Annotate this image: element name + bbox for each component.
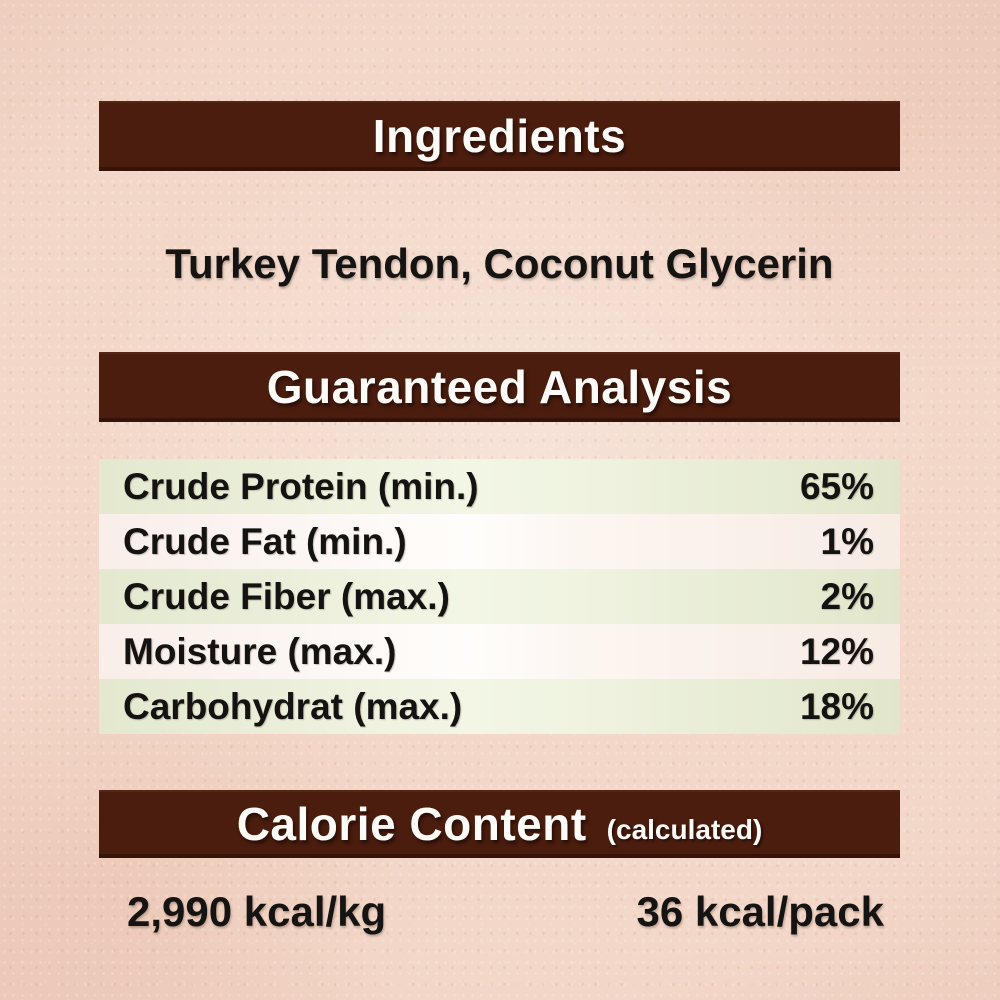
row-label: Crude Fiber (max.)	[123, 575, 450, 617]
table-row: Crude Protein (min.) 65%	[99, 459, 900, 514]
guaranteed-analysis-header-bar: Guaranteed Analysis	[99, 352, 900, 422]
calorie-content-header-bar: Calorie Content (calculated)	[99, 790, 900, 858]
ingredients-header-bar: Ingredients	[99, 101, 900, 171]
table-row: Crude Fiber (max.) 2%	[99, 569, 900, 624]
ingredients-title: Ingredients	[372, 110, 627, 162]
calorie-content-title: Calorie Content	[236, 798, 587, 850]
ingredients-list: Turkey Tendon, Coconut Glycerin	[165, 240, 834, 287]
row-label: Crude Protein (min.)	[123, 465, 479, 507]
row-value: 18%	[799, 685, 874, 727]
calorie-content-subtitle: (calculated)	[606, 814, 763, 845]
calories-per-kg: 2,990 kcal/kg	[127, 888, 387, 935]
row-value: 65%	[799, 465, 874, 507]
row-value: 1%	[820, 520, 874, 562]
row-label: Carbohydrat (max.)	[123, 685, 463, 727]
row-value: 12%	[799, 630, 874, 672]
calories-per-pack: 36 kcal/pack	[636, 888, 884, 935]
calorie-values-row: 2,990 kcal/kg 36 kcal/pack	[99, 888, 900, 936]
guaranteed-analysis-table: Crude Protein (min.) 65% Crude Fat (min.…	[99, 459, 900, 734]
table-row: Crude Fat (min.) 1%	[99, 514, 900, 569]
row-value: 2%	[820, 575, 874, 617]
table-row: Moisture (max.) 12%	[99, 624, 900, 679]
table-row: Carbohydrat (max.) 18%	[99, 679, 900, 734]
row-label: Crude Fat (min.)	[123, 520, 407, 562]
guaranteed-analysis-title: Guaranteed Analysis	[266, 361, 733, 413]
row-label: Moisture (max.)	[123, 630, 397, 672]
